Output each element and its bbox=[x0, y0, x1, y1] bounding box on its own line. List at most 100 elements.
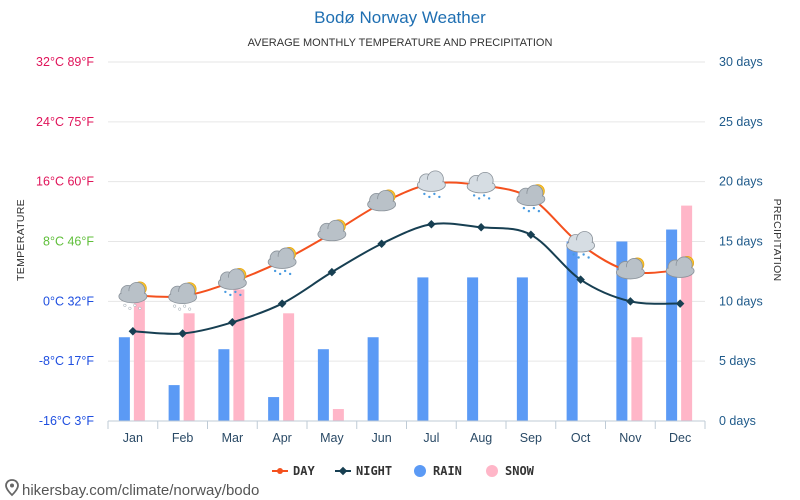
rain-drop bbox=[482, 194, 486, 197]
snow-bar bbox=[233, 289, 245, 421]
snow-bar bbox=[332, 409, 344, 421]
cloud-part bbox=[667, 265, 694, 277]
cloud-part bbox=[219, 277, 246, 289]
rain-drop bbox=[472, 194, 476, 197]
pin-icon bbox=[5, 479, 19, 497]
right-tick-label: 10 days bbox=[719, 294, 763, 308]
month-label: Mar bbox=[222, 431, 244, 445]
rain-drop bbox=[273, 269, 277, 273]
cloud-part bbox=[617, 266, 644, 278]
snow-bar bbox=[283, 313, 295, 421]
legend-item-rain[interactable]: RAIN bbox=[414, 464, 462, 478]
rain-drop bbox=[487, 197, 491, 200]
temperature-lines bbox=[128, 181, 685, 338]
rain-bar bbox=[467, 277, 479, 421]
legend-marker bbox=[486, 465, 498, 477]
legend-marker bbox=[414, 465, 426, 477]
rain-bar bbox=[666, 229, 678, 421]
left-tick-label: -16°C 3°F bbox=[39, 414, 95, 428]
cloud-sun-icon bbox=[367, 189, 397, 212]
precipitation-bars bbox=[118, 205, 693, 421]
source-link[interactable]: hikersbay.com/climate/norway/bodo bbox=[5, 479, 259, 499]
rain-drop bbox=[278, 272, 282, 276]
cloud-rain-icon bbox=[566, 231, 596, 259]
gridlines bbox=[108, 61, 705, 422]
night-point bbox=[228, 318, 237, 327]
right-tick-label: 15 days bbox=[719, 235, 763, 249]
snow-bar bbox=[133, 289, 145, 421]
cloud-part bbox=[517, 193, 544, 205]
rain-bar bbox=[118, 337, 130, 421]
month-label: Nov bbox=[619, 431, 642, 445]
cloud-part bbox=[119, 290, 146, 302]
chart-title: Bodø Norway Weather bbox=[314, 8, 486, 27]
night-point bbox=[576, 275, 585, 284]
rain-drop bbox=[234, 290, 237, 294]
month-label: Jun bbox=[372, 431, 392, 445]
cloud-rain-icon bbox=[416, 170, 446, 199]
night-point bbox=[277, 299, 287, 308]
cloud-sun-icon bbox=[317, 219, 347, 242]
left-tick-label: 32°C 89°F bbox=[36, 55, 94, 69]
snow-flake bbox=[183, 304, 187, 308]
legend-item-night[interactable]: NIGHT bbox=[335, 464, 392, 478]
left-tick-label: 24°C 75°F bbox=[36, 115, 94, 129]
rain-drop bbox=[239, 293, 242, 297]
rain-drop bbox=[577, 256, 580, 259]
rain-bar bbox=[268, 397, 280, 421]
legend-item-day[interactable]: DAY bbox=[272, 464, 315, 478]
month-label: Aug bbox=[470, 431, 492, 445]
right-axis-ticks: 30 days 25 days 20 days 15 days 10 days 5 day… bbox=[719, 55, 763, 428]
rain-drop bbox=[537, 209, 541, 213]
night-point bbox=[675, 299, 685, 308]
legend-label: RAIN bbox=[433, 464, 462, 478]
cloud-rain-sun-icon bbox=[516, 184, 546, 213]
legend-marker bbox=[338, 466, 348, 476]
cloud-part bbox=[318, 228, 345, 240]
cloud-part bbox=[567, 239, 594, 251]
rain-bar bbox=[616, 241, 628, 421]
legend-marker bbox=[277, 468, 283, 474]
rain-drop bbox=[522, 206, 526, 210]
left-tick-label: 8°C 46°F bbox=[43, 235, 94, 249]
rain-bar bbox=[218, 349, 230, 421]
month-label: May bbox=[320, 431, 344, 445]
rain-drop bbox=[477, 197, 481, 200]
right-tick-label: 5 days bbox=[719, 354, 756, 368]
rain-bar bbox=[516, 277, 528, 421]
night-point bbox=[476, 223, 486, 232]
month-label: Jul bbox=[423, 431, 439, 445]
cloud-part bbox=[269, 256, 296, 268]
chart-subtitle: AVERAGE MONTHLY TEMPERATURE AND PRECIPIT… bbox=[248, 37, 553, 49]
night-point bbox=[626, 297, 635, 306]
snow-flake bbox=[188, 307, 192, 311]
night-point bbox=[377, 239, 386, 248]
snow-bar bbox=[631, 337, 643, 421]
night-line bbox=[132, 222, 681, 335]
cloud-sun-icon bbox=[665, 256, 695, 278]
night-point bbox=[427, 220, 436, 229]
rain-bar bbox=[417, 277, 429, 421]
legend-label: SNOW bbox=[505, 464, 535, 478]
legend-label: DAY bbox=[293, 464, 315, 478]
cloud-part bbox=[368, 198, 395, 210]
cloud-part bbox=[468, 180, 495, 192]
left-tick-label: -8°C 17°F bbox=[39, 354, 95, 368]
month-label: Apr bbox=[272, 431, 291, 445]
cloud-snow-sun-icon bbox=[118, 281, 148, 310]
right-tick-label: 0 days bbox=[719, 414, 756, 428]
cloud-rain-icon bbox=[466, 172, 496, 200]
rain-drop bbox=[229, 293, 232, 297]
rain-drop bbox=[527, 209, 531, 213]
legend[interactable]: DAY NIGHT RAIN SNOW bbox=[272, 464, 535, 478]
snow-flake bbox=[133, 303, 137, 307]
cloud-snow-sun-icon bbox=[168, 282, 198, 311]
legend-item-snow[interactable]: SNOW bbox=[486, 464, 535, 478]
rain-bar bbox=[367, 337, 379, 421]
rain-drop bbox=[587, 256, 590, 259]
right-tick-label: 20 days bbox=[719, 175, 763, 189]
rain-drop bbox=[582, 253, 585, 256]
x-axis-ticks: Jan Feb Mar Apr May Jun Jul Aug Sep Oct Nov Dec bbox=[107, 420, 706, 445]
snow-flake bbox=[173, 304, 177, 308]
